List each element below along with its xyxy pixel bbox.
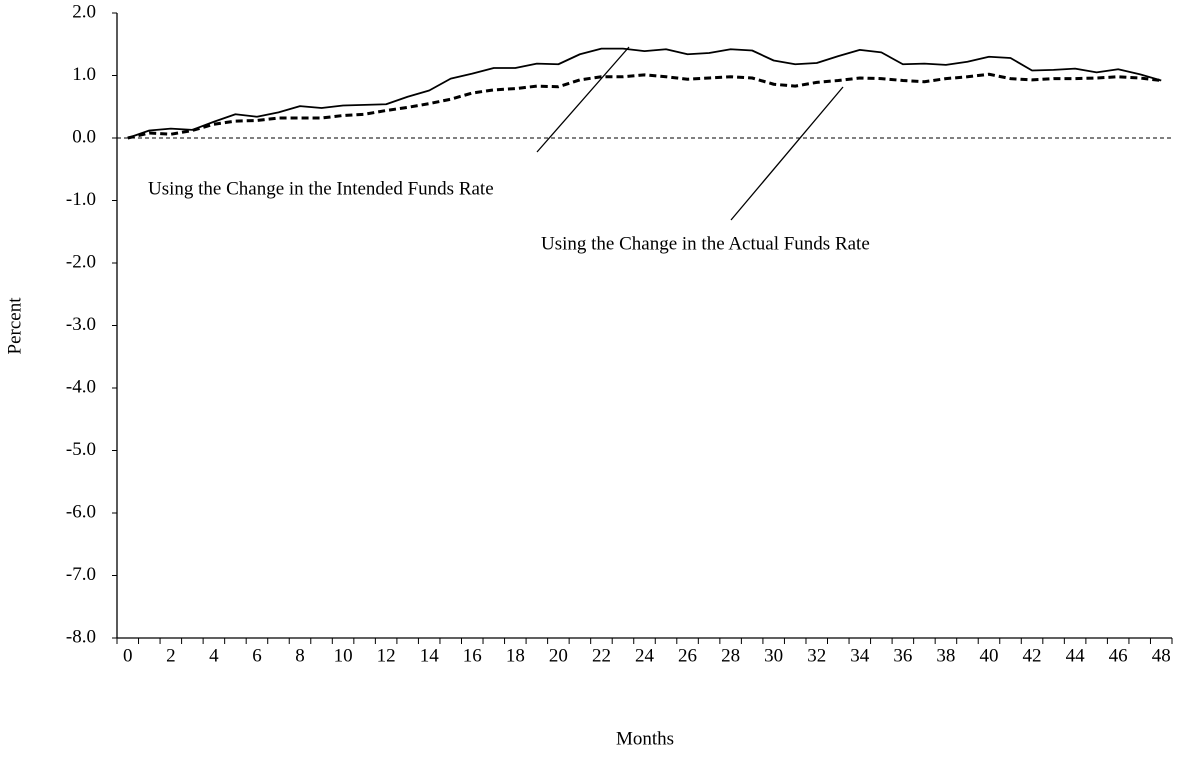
series-annotation: Using the Change in the Intended Funds R…: [148, 178, 494, 199]
y-tick-label: -4.0: [66, 376, 96, 397]
series-annotation: Using the Change in the Actual Funds Rat…: [541, 233, 870, 254]
x-tick-label: 8: [295, 645, 305, 666]
y-tick-label: -7.0: [66, 564, 96, 585]
x-tick-label: 10: [334, 645, 353, 666]
x-tick-label: 28: [721, 645, 740, 666]
series-line: [127, 72, 1162, 140]
x-tick-label: 2: [166, 645, 176, 666]
x-tick-label: 44: [1066, 645, 1086, 666]
y-tick-label: 1.0: [72, 64, 96, 85]
y-tick-label: -3.0: [66, 314, 96, 335]
x-tick-label: 26: [678, 645, 697, 666]
y-tick-label: -1.0: [66, 189, 96, 210]
x-tick-label: 20: [549, 645, 568, 666]
x-tick-label: 24: [635, 645, 655, 666]
x-tick-label: 42: [1023, 645, 1042, 666]
x-tick-label: 36: [893, 645, 912, 666]
x-tick-label: 34: [850, 645, 870, 666]
annotation-pointer: [730, 86, 844, 221]
x-tick-label: 32: [807, 645, 826, 666]
y-tick-label: -8.0: [66, 626, 96, 647]
x-tick-label: 14: [420, 645, 440, 666]
x-tick-label: 6: [252, 645, 262, 666]
x-tick-label: 40: [979, 645, 998, 666]
y-tick-label: 0.0: [72, 126, 96, 147]
y-tick-label: 2.0: [72, 1, 96, 22]
x-tick-label: 18: [506, 645, 525, 666]
y-tick-label: -5.0: [66, 439, 96, 460]
y-tick-label: -2.0: [66, 251, 96, 272]
x-tick-label: 22: [592, 645, 611, 666]
y-tick-label: -6.0: [66, 501, 96, 522]
x-tick-label: 30: [764, 645, 783, 666]
x-tick-label: 0: [123, 645, 133, 666]
x-tick-label: 12: [377, 645, 396, 666]
x-tick-label: 16: [463, 645, 482, 666]
x-tick-label: 48: [1152, 645, 1171, 666]
x-axis-label: Months: [616, 728, 674, 749]
series-line: [127, 47, 1162, 139]
x-tick-label: 38: [936, 645, 955, 666]
annotation-pointer: [536, 46, 630, 153]
y-axis-label: Percent: [4, 297, 25, 355]
x-tick-label: 46: [1109, 645, 1128, 666]
x-tick-label: 4: [209, 645, 219, 666]
